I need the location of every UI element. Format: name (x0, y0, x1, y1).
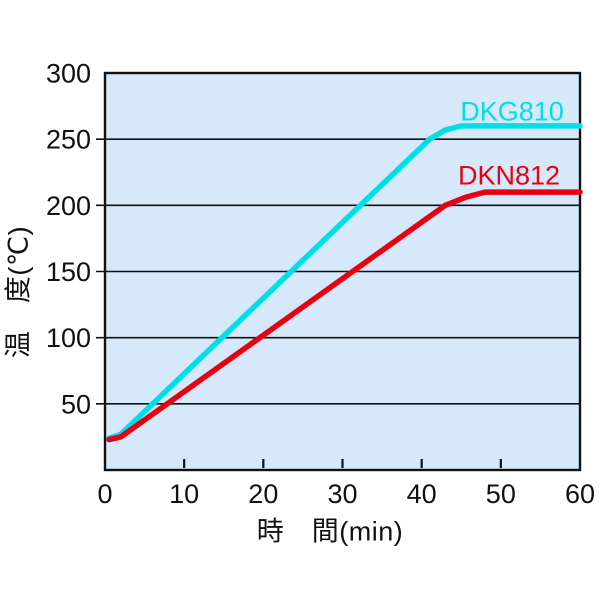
series-label-dkg810: DKG810 (460, 96, 564, 127)
y-tick-label-300: 300 (46, 59, 91, 89)
x-tick-label-30: 30 (327, 479, 357, 509)
y-tick-label-100: 100 (46, 323, 91, 353)
x-tick-label-40: 40 (407, 479, 437, 509)
y-tick-label-150: 150 (46, 257, 91, 287)
y-tick-label-50: 50 (61, 389, 91, 419)
x-tick-label-10: 10 (169, 479, 199, 509)
x-tick-label-0: 0 (97, 479, 112, 509)
series-label-dkn812: DKN812 (457, 160, 561, 191)
x-axis-title: 時 間(min) (256, 516, 404, 547)
series-line-dkn812 (106, 189, 583, 443)
x-tick-label-60: 60 (565, 479, 595, 509)
y-axis-title: 温 度(℃) (3, 225, 34, 359)
y-tick-label-200: 200 (46, 191, 91, 221)
x-tick-label-50: 50 (486, 479, 516, 509)
plot-border (103, 71, 582, 472)
y-tick-label-250: 250 (46, 125, 91, 155)
x-tick-label-20: 20 (248, 479, 278, 509)
